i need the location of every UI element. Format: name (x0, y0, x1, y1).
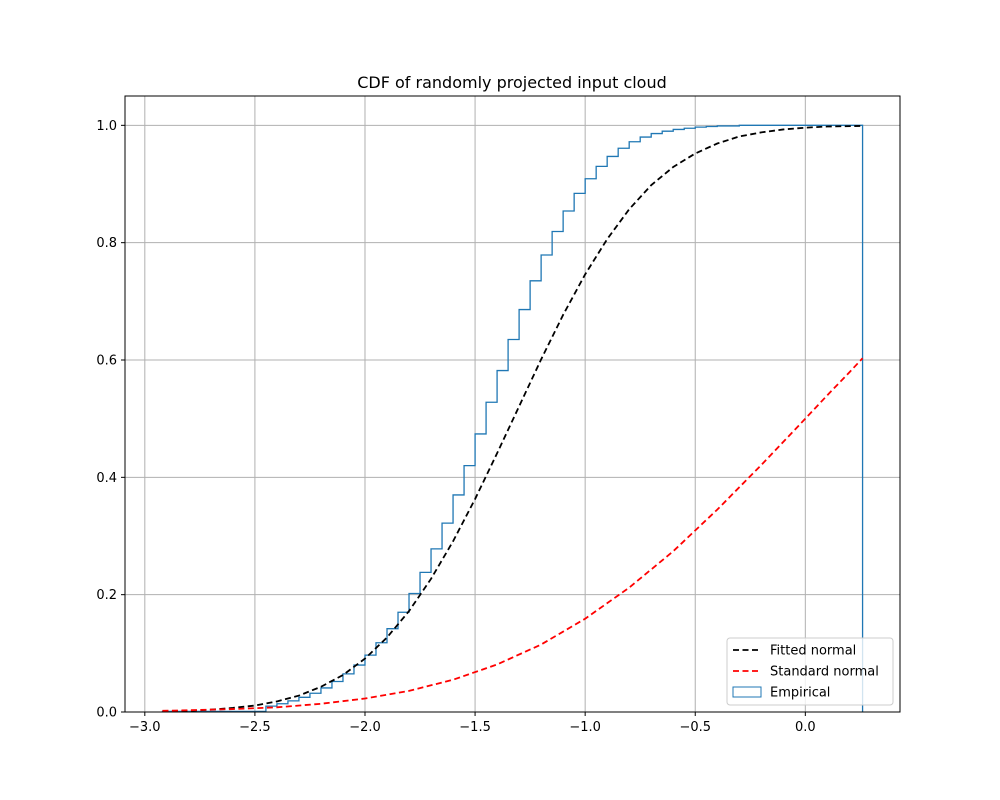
x-tick-label: −0.5 (679, 720, 711, 735)
series-fitted-normal-line (162, 125, 863, 713)
x-tick-label: −2.0 (349, 720, 381, 735)
y-tick-label: 0.8 (96, 236, 117, 251)
x-tick-label: −1.0 (569, 720, 601, 735)
chart-title: CDF of randomly projected input cloud (357, 73, 667, 92)
y-tick-label: 0.4 (96, 471, 117, 486)
series-layer (161, 124, 864, 713)
legend-empirical-swatch (732, 686, 762, 698)
axis-ticks: −3.0 −2.5 −2.0 −1.5 −1.0 −0.5 0.0 0.0 0.2 0.4 0.6 0… (96, 119, 815, 735)
legend: Fitted normal Standard normal Empirical (726, 637, 894, 706)
y-tick-label: 0.0 (96, 706, 117, 721)
series-standard-normal-line (162, 357, 864, 712)
x-tick-label: 0.0 (795, 720, 816, 735)
x-tick-label: −2.5 (239, 720, 271, 735)
x-tick-label: −3.0 (129, 720, 161, 735)
legend-empirical-label: Empirical (770, 686, 830, 701)
y-tick-label: 0.6 (96, 354, 117, 369)
legend-standard-normal-label: Standard normal (770, 665, 879, 680)
y-tick-label: 1.0 (96, 119, 117, 134)
legend-box (726, 637, 894, 706)
plot-frame (124, 95, 901, 713)
series-empirical-step (161, 124, 864, 713)
x-tick-label: −1.5 (459, 720, 491, 735)
y-tick-label: 0.2 (96, 588, 117, 603)
legend-fitted-normal-label: Fitted normal (770, 644, 856, 659)
